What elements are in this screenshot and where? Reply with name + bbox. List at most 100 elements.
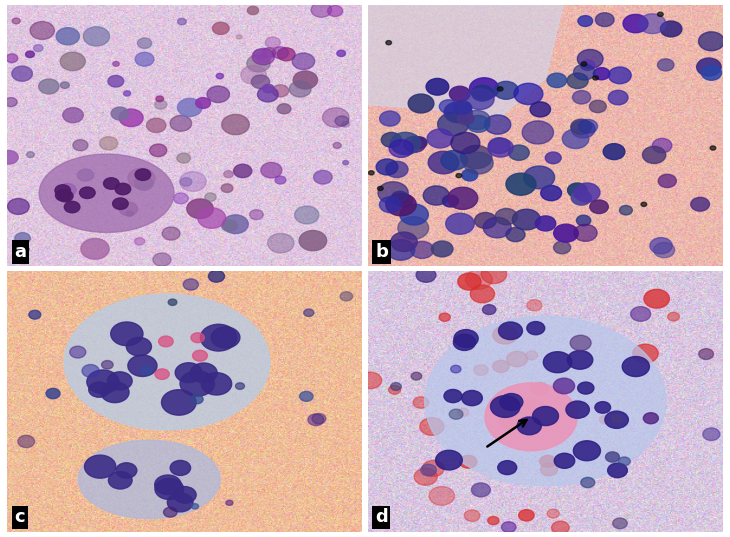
Circle shape — [571, 119, 591, 134]
Circle shape — [263, 84, 274, 93]
Circle shape — [119, 202, 137, 216]
Circle shape — [376, 159, 398, 175]
Circle shape — [272, 47, 288, 59]
Circle shape — [426, 78, 449, 95]
Circle shape — [60, 52, 85, 70]
Circle shape — [101, 360, 113, 369]
Circle shape — [335, 116, 349, 126]
Circle shape — [164, 507, 177, 517]
Circle shape — [517, 417, 542, 435]
Circle shape — [391, 232, 418, 251]
Circle shape — [449, 409, 463, 419]
Circle shape — [155, 100, 167, 109]
Circle shape — [450, 365, 461, 373]
Circle shape — [668, 313, 680, 321]
Circle shape — [26, 51, 34, 57]
Circle shape — [191, 363, 217, 383]
Circle shape — [386, 161, 408, 178]
Circle shape — [472, 483, 491, 497]
Circle shape — [494, 81, 518, 99]
Circle shape — [261, 163, 282, 178]
Circle shape — [506, 228, 525, 242]
Circle shape — [464, 152, 493, 174]
Circle shape — [147, 118, 166, 133]
Circle shape — [631, 307, 650, 321]
Circle shape — [469, 78, 499, 99]
Circle shape — [289, 81, 311, 97]
Circle shape — [187, 199, 213, 219]
Circle shape — [444, 389, 462, 403]
Circle shape — [108, 75, 124, 87]
Circle shape — [137, 38, 152, 48]
Circle shape — [414, 468, 437, 485]
Circle shape — [200, 324, 237, 351]
Circle shape — [456, 173, 461, 178]
Circle shape — [83, 27, 110, 46]
Circle shape — [391, 191, 408, 204]
Circle shape — [55, 190, 71, 201]
Circle shape — [396, 194, 412, 207]
Circle shape — [112, 198, 128, 209]
Circle shape — [574, 183, 600, 202]
Circle shape — [389, 140, 413, 157]
Circle shape — [444, 102, 472, 122]
Circle shape — [7, 199, 29, 214]
Circle shape — [0, 150, 18, 164]
Circle shape — [222, 114, 249, 135]
Circle shape — [236, 383, 245, 389]
Circle shape — [553, 378, 575, 394]
Circle shape — [128, 355, 157, 376]
Circle shape — [710, 146, 716, 150]
Circle shape — [115, 183, 131, 195]
Circle shape — [441, 150, 467, 170]
Circle shape — [262, 48, 276, 57]
Circle shape — [526, 351, 538, 360]
Circle shape — [519, 400, 545, 419]
Circle shape — [454, 101, 472, 114]
Circle shape — [530, 102, 550, 117]
Circle shape — [442, 195, 458, 207]
Circle shape — [155, 369, 169, 380]
Circle shape — [28, 310, 41, 319]
Circle shape — [413, 397, 429, 408]
Circle shape — [221, 220, 237, 231]
Circle shape — [612, 518, 627, 529]
Circle shape — [177, 18, 186, 25]
Circle shape — [198, 208, 226, 228]
Circle shape — [461, 390, 483, 405]
Circle shape — [411, 137, 427, 149]
Circle shape — [254, 49, 267, 59]
Circle shape — [553, 224, 578, 242]
Circle shape — [643, 413, 658, 424]
Ellipse shape — [39, 154, 174, 233]
Circle shape — [466, 115, 490, 132]
Circle shape — [509, 145, 529, 161]
Circle shape — [497, 87, 503, 91]
Circle shape — [566, 401, 583, 413]
Circle shape — [251, 75, 269, 89]
Circle shape — [599, 416, 611, 424]
Circle shape — [299, 391, 313, 401]
Ellipse shape — [64, 294, 270, 430]
Circle shape — [562, 129, 589, 149]
Circle shape — [522, 121, 553, 144]
Circle shape — [552, 521, 569, 534]
Circle shape — [540, 463, 558, 476]
Circle shape — [80, 187, 95, 199]
Circle shape — [314, 170, 332, 184]
Circle shape — [499, 415, 519, 429]
Circle shape — [548, 509, 559, 518]
Circle shape — [423, 460, 445, 476]
Circle shape — [398, 216, 429, 240]
Circle shape — [618, 457, 630, 466]
Text: a: a — [15, 243, 26, 261]
Circle shape — [277, 104, 291, 114]
Circle shape — [64, 201, 80, 213]
Circle shape — [258, 86, 278, 102]
Circle shape — [488, 137, 510, 154]
Circle shape — [378, 182, 408, 204]
Circle shape — [553, 241, 571, 254]
Circle shape — [247, 55, 270, 72]
Circle shape — [108, 471, 132, 489]
Circle shape — [101, 382, 129, 403]
